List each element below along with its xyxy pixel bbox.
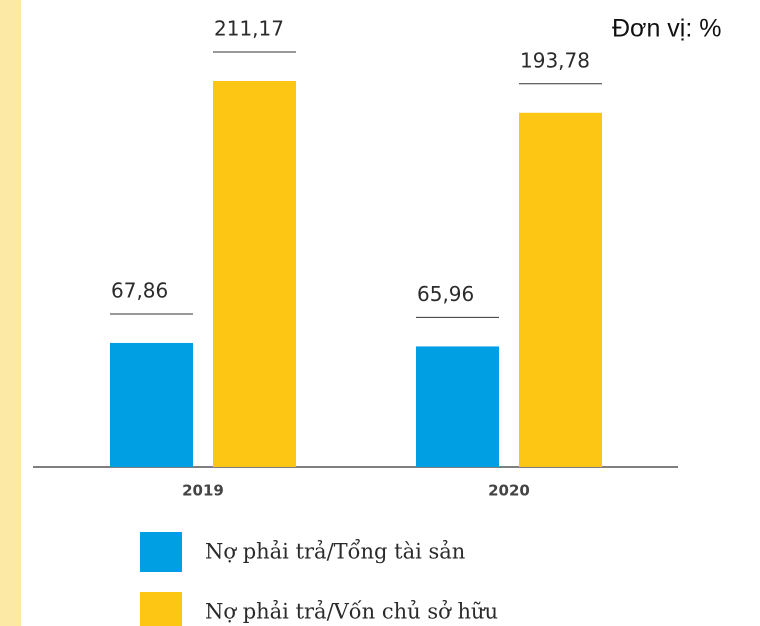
data-label: 193,78 — [520, 48, 590, 72]
bar — [519, 112, 602, 467]
unit-label: Đơn vị: % — [612, 15, 721, 43]
legend-swatch — [140, 592, 182, 626]
data-label: 67,86 — [111, 278, 168, 302]
data-label: 211,17 — [214, 17, 284, 41]
x-tick-label: 2020 — [488, 482, 530, 500]
legend-label: Nợ phải trả/Tổng tài sản — [205, 540, 465, 564]
bar — [110, 342, 193, 467]
bar — [416, 346, 499, 467]
data-label: 65,96 — [417, 282, 474, 306]
x-tick-label: 2019 — [182, 482, 224, 500]
side-strip — [0, 0, 21, 626]
legend-swatch — [140, 532, 182, 572]
bar — [213, 81, 296, 467]
legend-label: Nợ phải trả/Vốn chủ sở hữu — [205, 600, 498, 624]
